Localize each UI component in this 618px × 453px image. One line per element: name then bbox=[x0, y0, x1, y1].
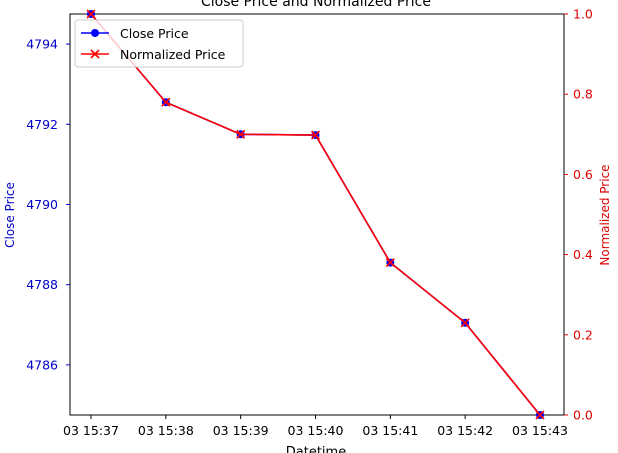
data-point-normalized bbox=[535, 410, 545, 420]
legend-label-normalized: Normalized Price bbox=[120, 47, 226, 62]
y-axis-right-label: Normalized Price bbox=[598, 164, 612, 265]
y-left-tick-label: 4794 bbox=[26, 37, 58, 52]
y-axis-left-label: Close Price bbox=[3, 182, 17, 248]
data-point-normalized bbox=[310, 130, 321, 140]
y-right-tick-label: 0.2 bbox=[573, 327, 593, 342]
y-right-tick-label: 0.0 bbox=[573, 408, 593, 423]
data-point-normalized bbox=[236, 129, 246, 139]
y-left-tick-label: 4786 bbox=[26, 357, 58, 372]
plot-area bbox=[69, 13, 565, 416]
x-tick-label: 03 15:37 bbox=[63, 423, 119, 438]
x-tick-label: 03 15:42 bbox=[437, 423, 493, 438]
y-ticks-left: 4786 4788 4790 4792 4794 bbox=[26, 37, 70, 372]
x-tick-label: 03 15:39 bbox=[213, 423, 269, 438]
legend-box bbox=[74, 19, 244, 68]
series-layer bbox=[86, 9, 545, 420]
chart-title: Close Price and Normalized Price bbox=[201, 0, 431, 10]
y-left-tick-label: 4790 bbox=[26, 197, 58, 212]
series-line-1 bbox=[90, 13, 541, 416]
legend-label-close: Close Price bbox=[120, 26, 189, 41]
y-ticks-right: 0.0 0.2 0.4 0.6 0.8 1.0 bbox=[564, 7, 593, 423]
x-tick-label: 03 15:43 bbox=[512, 423, 568, 438]
data-point-normalized bbox=[161, 97, 171, 107]
y-right-tick-label: 0.4 bbox=[573, 247, 593, 262]
x-tick-label: 03 15:38 bbox=[138, 423, 194, 438]
legend-marker-close bbox=[91, 29, 99, 37]
y-right-tick-label: 1.0 bbox=[573, 7, 593, 22]
x-tick-label: 03 15:40 bbox=[288, 423, 344, 438]
x-ticks: 03 15:37 03 15:38 03 15:39 03 15:40 03 15:41… bbox=[63, 415, 568, 438]
y-left-tick-label: 4792 bbox=[26, 117, 58, 132]
data-point-normalized bbox=[460, 318, 470, 328]
legend: Close Price Normalized Price bbox=[74, 19, 244, 68]
legend-marker-normalized bbox=[90, 49, 100, 59]
series-line-0 bbox=[90, 13, 541, 416]
x-tick-label: 03 15:41 bbox=[362, 423, 418, 438]
data-point-normalized bbox=[385, 258, 395, 268]
y-right-tick-label: 0.6 bbox=[573, 167, 593, 182]
y-left-tick-label: 4788 bbox=[26, 277, 58, 292]
data-point-normalized bbox=[86, 9, 96, 19]
y-right-tick-label: 0.8 bbox=[573, 87, 593, 102]
x-axis-label: Datetime bbox=[286, 445, 346, 453]
